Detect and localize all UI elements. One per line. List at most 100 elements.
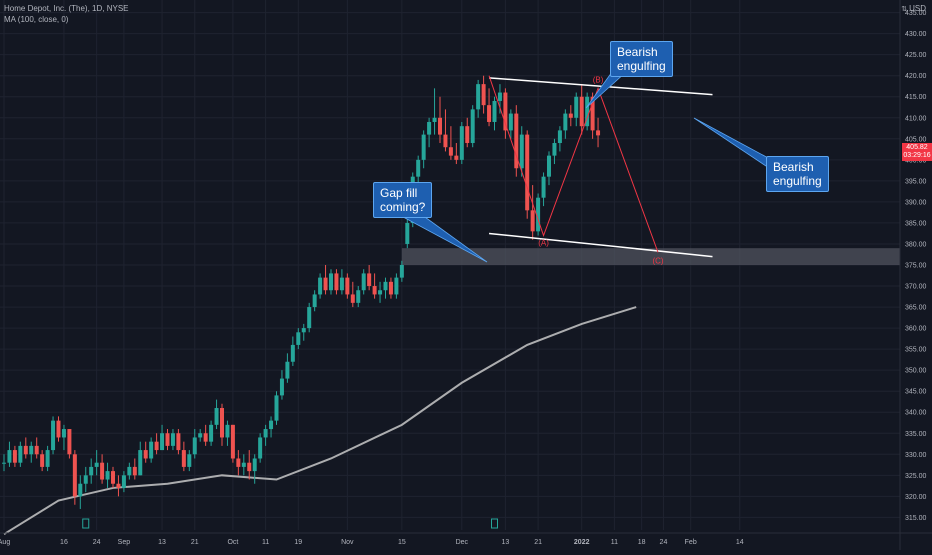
candle-body [154,441,159,451]
candle-body [334,273,339,291]
candle-body [497,92,502,101]
candle-body [105,471,110,480]
y-tick-label: 405.00 [905,136,927,143]
y-tick-label: 395.00 [905,178,927,185]
x-axis: Aug 16 24 Sep 13 21 Oct 11 19 Nov 15 Dec 13 21 2022 11 1… [0,518,932,546]
x-tick-label: 21 [191,539,199,546]
indicator-legend[interactable]: MA (100, close, 0) [4,15,69,24]
candle-body [279,378,284,396]
candle-body [438,117,442,135]
y-tick-label: 340.00 [905,410,927,417]
candle-body [290,344,295,362]
candle-body [143,450,148,459]
candle-body [508,113,513,131]
candle-body [318,277,323,295]
candle-body [225,424,230,438]
x-tick-label: Nov [341,539,354,546]
callout-pointer [693,117,773,171]
wave-label: (B) [593,75,604,84]
candle-body [203,433,208,442]
currency-label[interactable]: ⇅ USD [901,4,926,13]
currency-code: USD [909,4,926,13]
wave-label: (C) [652,256,663,265]
candle-body [45,450,50,467]
candle-body [470,109,475,144]
y-axis: 315.00 320.00 325.00 330.00 335.00 340.00 345.… [899,0,927,550]
y-tick-label: 415.00 [905,94,927,101]
x-tick-label: 11 [262,539,269,546]
candle-body [568,113,573,118]
candle-body [367,273,372,287]
candle-body [481,84,486,106]
candle-body [94,462,99,467]
candle-series [2,75,601,509]
gap-zone-rect [401,248,900,265]
x-tick-label: 13 [158,539,166,546]
candle-body [121,475,126,488]
candle-body [301,328,306,333]
x-tick-label: 11 [611,539,618,546]
candle-body [269,420,274,430]
candle-body [138,450,143,476]
trendline [488,77,713,96]
candle-body [274,395,279,421]
candle-body [514,113,519,169]
callout-gap-fill[interactable]: Gap fill coming? [373,182,433,218]
last-price-value: 405.82 [906,144,928,151]
y-tick-label: 330.00 [905,452,927,459]
y-tick-label: 425.00 [905,52,927,59]
last-price-tag: 405.82 03:29:16 [902,143,932,161]
candle-body [427,121,432,135]
candle-body [388,281,393,295]
y-tick-label: 410.00 [905,115,927,122]
x-tick-label: Dec [456,539,469,546]
candle-body [541,176,546,198]
y-tick-label: 335.00 [905,431,927,438]
y-tick-label: 390.00 [905,199,927,206]
trendlines [488,77,713,258]
y-tick-label: 350.00 [905,368,927,375]
candle-body [329,273,333,291]
candle-body [72,454,77,497]
callout-line-2: coming? [380,200,426,214]
candle-body [525,134,530,211]
y-tick-label: 325.00 [905,473,927,480]
candle-body [2,462,6,464]
candle-body [350,294,355,303]
candle-body [132,466,137,476]
candle-body [241,462,246,467]
candle-body [421,134,426,160]
wave-label: (A) [538,239,549,248]
candle-body [465,126,470,144]
y-tick-label: 430.00 [905,31,927,38]
candle-body [323,277,328,291]
candle-body [547,155,551,177]
x-tick-label: 24 [93,539,101,546]
candle-body [34,445,39,455]
candle-body [378,290,383,295]
y-tick-label: 420.00 [905,73,927,80]
candle-body [443,134,448,148]
candle-body [23,445,28,455]
symbol-title[interactable]: Home Depot, Inc. (The), 1D, NYSE [4,4,129,13]
candle-body [12,450,17,463]
y-tick-label: 385.00 [905,220,927,227]
candle-body [116,483,121,488]
callout-bearish-engulfing-right[interactable]: Bearish engulfing [766,156,829,192]
y-tick-label: 320.00 [905,494,927,501]
candle-body [149,441,154,459]
candle-body [236,458,241,467]
wave-path [488,75,659,253]
candle-body [252,458,257,472]
earnings-marker-icon [491,518,498,529]
callout-bearish-engulfing-top[interactable]: Bearish engulfing [610,41,673,77]
candle-body [18,445,23,463]
y-tick-label: 380.00 [905,241,927,248]
candle-body [552,143,557,156]
candle-body [67,429,72,455]
candle-body [89,466,94,476]
gap-fill-zone [401,248,900,265]
candle-body [345,277,350,295]
